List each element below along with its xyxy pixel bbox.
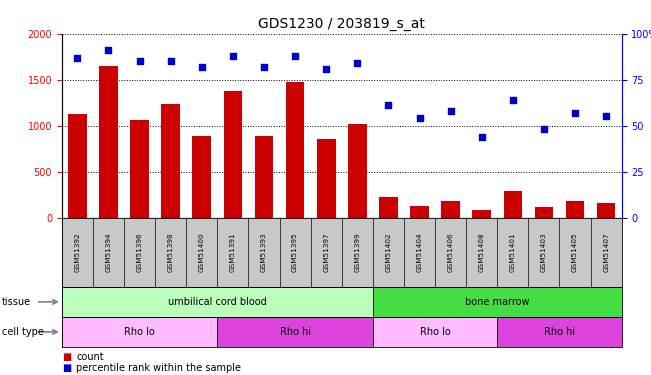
Text: Rho hi: Rho hi	[279, 327, 311, 337]
Point	[197, 64, 207, 70]
Bar	[217, 317, 373, 347]
Point	[445, 108, 456, 114]
Bar	[317, 140, 335, 218]
Bar	[286, 81, 305, 218]
Text: GSM51398: GSM51398	[168, 232, 174, 272]
Point	[477, 134, 487, 140]
Point	[290, 53, 300, 59]
Text: GSM51404: GSM51404	[417, 232, 422, 272]
Bar	[130, 120, 149, 218]
Text: GSM51394: GSM51394	[105, 232, 111, 272]
Text: ■: ■	[62, 352, 71, 362]
Point	[601, 113, 611, 119]
Point	[134, 58, 145, 64]
Text: GSM51395: GSM51395	[292, 232, 298, 272]
Bar	[410, 206, 429, 218]
Point	[165, 58, 176, 64]
Text: GSM51400: GSM51400	[199, 232, 205, 272]
Point	[72, 55, 83, 61]
Text: GSM51408: GSM51408	[478, 232, 485, 272]
Text: GSM51402: GSM51402	[385, 232, 391, 272]
Bar	[348, 124, 367, 218]
Bar	[534, 207, 553, 218]
Point	[508, 97, 518, 103]
Bar	[503, 191, 522, 217]
Bar	[473, 210, 491, 218]
Bar	[373, 317, 497, 347]
Text: GSM51391: GSM51391	[230, 232, 236, 272]
Bar	[566, 201, 585, 217]
Text: Rho hi: Rho hi	[544, 327, 575, 337]
Bar	[193, 136, 211, 218]
Text: GSM51405: GSM51405	[572, 232, 578, 272]
Bar	[379, 197, 398, 217]
Point	[228, 53, 238, 59]
Text: GSM51392: GSM51392	[74, 232, 80, 272]
Bar	[68, 114, 87, 218]
Point	[352, 60, 363, 66]
Text: GSM51399: GSM51399	[354, 232, 360, 272]
Text: GSM51403: GSM51403	[541, 232, 547, 272]
Text: cell type: cell type	[2, 327, 44, 337]
Text: bone marrow: bone marrow	[465, 297, 529, 307]
Text: GSM51393: GSM51393	[261, 232, 267, 272]
Bar	[597, 203, 615, 217]
Bar	[255, 136, 273, 218]
Text: count: count	[76, 352, 104, 362]
Text: GSM51407: GSM51407	[603, 232, 609, 272]
Point	[104, 47, 114, 53]
Point	[321, 66, 331, 72]
Bar	[62, 317, 217, 347]
Text: GDS1230 / 203819_s_at: GDS1230 / 203819_s_at	[258, 17, 425, 31]
Text: percentile rank within the sample: percentile rank within the sample	[76, 363, 241, 373]
Point	[414, 115, 424, 121]
Bar	[99, 66, 118, 218]
Bar	[62, 287, 373, 317]
Text: ■: ■	[62, 363, 71, 373]
Text: Rho lo: Rho lo	[124, 327, 155, 337]
Text: Rho lo: Rho lo	[420, 327, 450, 337]
Text: GSM51401: GSM51401	[510, 232, 516, 272]
Text: tissue: tissue	[2, 297, 31, 307]
Point	[383, 102, 394, 108]
Text: umbilical cord blood: umbilical cord blood	[168, 297, 267, 307]
Bar	[161, 105, 180, 218]
Point	[539, 126, 549, 132]
Text: GSM51396: GSM51396	[137, 232, 143, 272]
Bar	[373, 287, 622, 317]
Bar	[497, 317, 622, 347]
Text: GSM51397: GSM51397	[324, 232, 329, 272]
Point	[570, 110, 580, 116]
Text: GSM51406: GSM51406	[448, 232, 454, 272]
Point	[259, 64, 270, 70]
Bar	[223, 91, 242, 218]
Bar	[441, 201, 460, 217]
